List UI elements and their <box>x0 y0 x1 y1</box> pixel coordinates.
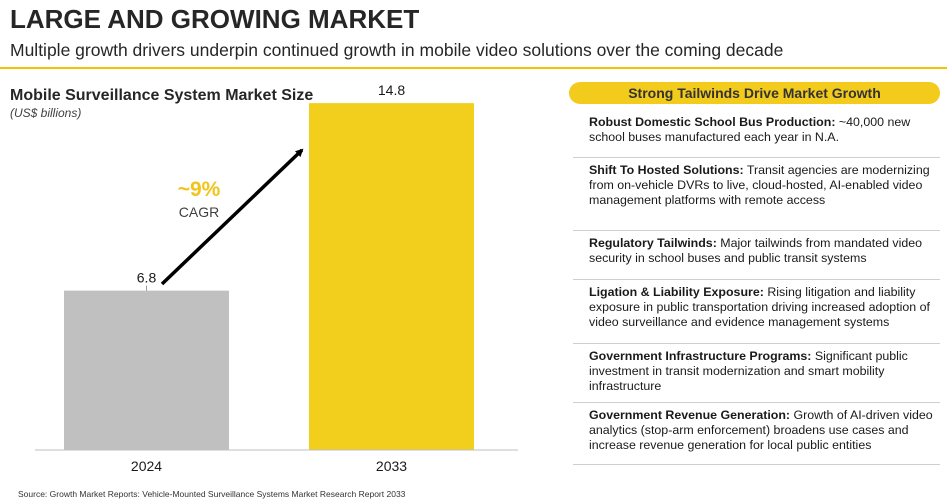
page-subtitle: Multiple growth drivers underpin continu… <box>10 40 784 60</box>
tailwind-item-title: Shift To Hosted Solutions: <box>589 163 744 177</box>
header-divider <box>0 67 947 69</box>
tailwind-item-text: ~40,000 new school buses manufactured ea… <box>589 115 911 144</box>
tailwind-item: Ligation & Liability Exposure: Rising li… <box>573 280 940 344</box>
cagr-arrow <box>160 148 304 286</box>
tailwind-item-title: Ligation & Liability Exposure: <box>589 285 764 299</box>
tailwind-item-text: Significant public investment in transit… <box>589 349 908 393</box>
bar-2024 <box>64 290 229 450</box>
cagr-label: CAGR <box>179 204 219 220</box>
bar-2033 <box>309 103 474 450</box>
tailwind-item-text: Growth of AI-driven video analytics (sto… <box>589 408 933 452</box>
tailwind-item-title: Robust Domestic School Bus Production: <box>589 115 836 129</box>
bar-value-label: 14.8 <box>378 82 405 98</box>
source-note: Source: Growth Market Reports: Vehicle-M… <box>18 489 406 499</box>
chart-title: Mobile Surveillance System Market Size <box>10 87 314 104</box>
tailwind-item: Government Revenue Generation: Growth of… <box>573 403 940 465</box>
tailwind-item: Shift To Hosted Solutions: Transit agenc… <box>573 158 940 231</box>
chart-unit: (US$ billions) <box>10 106 82 120</box>
page-title: LARGE AND GROWING MARKET <box>10 4 420 34</box>
bar-value-label: 6.8 <box>137 270 157 286</box>
tailwind-item-text: Major tailwinds from mandated video secu… <box>589 236 923 265</box>
x-tick-label: 2024 <box>131 458 162 474</box>
cagr-value: ~9% <box>178 178 221 201</box>
tailwind-item: Government Infrastructure Programs: Sign… <box>573 344 940 403</box>
tailwind-item: Regulatory Tailwinds: Major tailwinds fr… <box>573 231 940 280</box>
tailwinds-header: Strong Tailwinds Drive Market Growth <box>569 82 940 104</box>
tailwind-item: Robust Domestic School Bus Production: ~… <box>573 110 940 158</box>
tailwinds-list: Robust Domestic School Bus Production: ~… <box>573 110 940 465</box>
tailwind-item-text: Rising litigation and liability exposure… <box>589 285 930 329</box>
tailwind-item-title: Government Infrastructure Programs: <box>589 349 812 363</box>
tailwind-item-title: Government Revenue Generation: <box>589 408 791 422</box>
tailwind-item-title: Regulatory Tailwinds: <box>589 236 717 250</box>
market-size-chart: 6.8 2024 14.8 2033 ~9% CAGR <box>35 82 518 474</box>
tailwind-item-text: Transit agencies are modernizing from on… <box>589 163 930 207</box>
x-tick-label: 2033 <box>376 458 407 474</box>
